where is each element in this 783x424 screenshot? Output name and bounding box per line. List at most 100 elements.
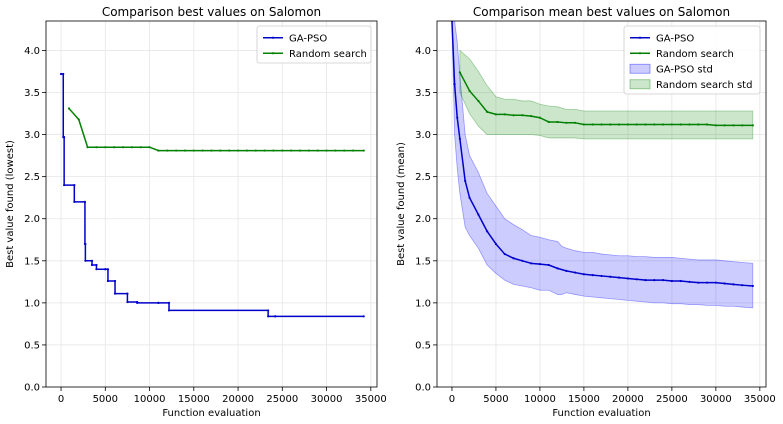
chart-1-x-tick-label: 0 [449,394,455,405]
chart-1-x-tick-label: 35000 [744,394,776,405]
chart-1-series-0-point [723,282,726,285]
chart-0-series-1-point [183,149,187,152]
chart-0-series-0-point [62,72,65,76]
chart-0-series-1-point [95,146,98,149]
chart-1-series-0-point [600,274,603,278]
chart-0-series-1-point [307,149,310,152]
chart-0-series-0-point [167,309,171,312]
chart-1-y-tick-label: 3.0 [415,130,431,141]
chart-1-series-0-point [486,230,489,233]
chart-0-series-1-point [352,149,355,152]
chart-1-series-0-point [626,277,629,280]
chart-1-series-1-point [714,124,717,127]
chart-1-series-1-point [503,113,506,116]
chart-0-series-1-point [121,146,125,149]
chart-1-legend-label: Random search [656,49,734,60]
chart-1-y-tick-label: 3.5 [415,88,431,99]
chart-0-series-1 [67,107,365,152]
chart-1-series-1-point [626,123,629,126]
chart-0-series-0-point [104,268,107,271]
chart-1-series-1-point [477,99,480,103]
chart-1-legend-label: Random search std [656,80,752,91]
chart-1-series-0-point [494,242,498,246]
chart-0-series-0-point [267,309,270,312]
right-chart: 0 5000 10000 15000 20000 25000 30000 35000 0.0 0.… [396,5,776,419]
chart-0-series-1-point [210,149,213,152]
chart-0-legend-label: Random search [289,49,367,60]
chart-1-x-tick-label: 15000 [568,394,600,405]
chart-0-y-tick-label: 3.5 [24,88,40,99]
chart-1-series-1-point [751,124,754,127]
chart-1-series-0-point [714,281,717,284]
chart-1-series-0-point [477,213,480,216]
chart-0-x-tick-label: 10000 [134,394,166,405]
chart-1-legend-marker [638,36,642,39]
chart-1-y-tick-label: 1.0 [415,298,431,309]
chart-0-series-1-point [263,149,266,152]
chart-0-series-1-point [298,149,302,152]
chart-0-series-0-point [136,301,139,304]
chart-1-series-0-point [521,259,524,262]
chart-1-series-1 [458,71,754,127]
chart-1-series-0-point [503,252,506,256]
chart-1-series-1-line [459,71,753,127]
chart-1-series-1-point [600,123,603,126]
chart-1-series-0 [450,21,754,288]
chart-1-series-1-point [512,114,515,117]
chart-0-series-0-point [95,263,98,267]
chart-0-series-1-point [272,149,275,152]
chart-1-legend-label: GA-PSO std [656,64,713,75]
chart-0-y-axis-label: Best value found (lowest) [5,140,16,268]
chart-0-x-tick-label: 35000 [355,394,387,405]
chart-0-plot-area [46,21,377,387]
chart-1-series-1-point [741,124,744,127]
chart-0-series-1-point [219,149,222,152]
chart-1-series-1-point [547,120,550,124]
chart-0-series-1-point [201,149,204,152]
chart-1-series-1-point [591,123,594,126]
chart-1-series-0-point [741,284,744,287]
chart-1-series-0-point [609,275,612,278]
chart-1-series-0-point [705,281,709,284]
chart-1-y-tick-label: 1.5 [415,256,431,267]
chart-0-series-1-point [174,149,178,152]
chart-1-x-axis-label: Function evaluation [552,408,650,419]
chart-0-series-1-point [139,146,142,149]
chart-0-y-tick-label: 0.0 [24,383,40,394]
chart-0-series-0-point [73,200,76,203]
chart-0-series-0-point [84,259,87,262]
chart-1-series-0-point [582,273,586,276]
chart-1-series-0-point [679,279,682,283]
chart-0-series-0-point [106,279,110,283]
chart-1-series-1-point [609,123,612,126]
chart-1-series-0-point [653,279,656,282]
chart-1-legend-box [623,25,761,95]
chart-1-title: Comparison mean best values on Salomon [473,5,730,19]
chart-0-series-0 [59,72,365,318]
chart-0-series-0-point [362,315,365,318]
chart-1-series-1-point [679,123,682,126]
chart-0-series-0-point [126,300,129,304]
chart-0-series-0-point [167,301,171,304]
chart-0-y-tick-label: 0.5 [24,340,40,351]
chart-1-series-0-line [451,21,753,287]
chart-1-series-0-point [538,263,542,266]
chart-0-series-1-point [334,149,337,152]
chart-1-x-tick-label: 10000 [524,394,556,405]
chart-0-series-1-point [254,149,257,152]
chart-1-series-1-point [732,124,735,127]
chart-1-series-0-point [591,273,594,277]
chart-1-y-tick-label: 0.5 [415,340,431,351]
chart-0-series-1-point [228,149,231,152]
chart-0-legend-marker [271,52,275,55]
chart-0-series-1-point [343,149,346,152]
chart-0-series-0-point [274,315,277,318]
chart-0-series-1-point [166,149,169,152]
chart-1-series-0-point [574,271,577,274]
chart-0-series-1-point [192,149,195,152]
chart-1-series-0-point [530,262,533,265]
chart-0-series-0-point [73,183,76,187]
chart-0-x-tick-label: 25000 [266,394,298,405]
chart-1-series-0-point [644,279,647,282]
chart-0-x-axis-label: Function evaluation [162,408,260,419]
